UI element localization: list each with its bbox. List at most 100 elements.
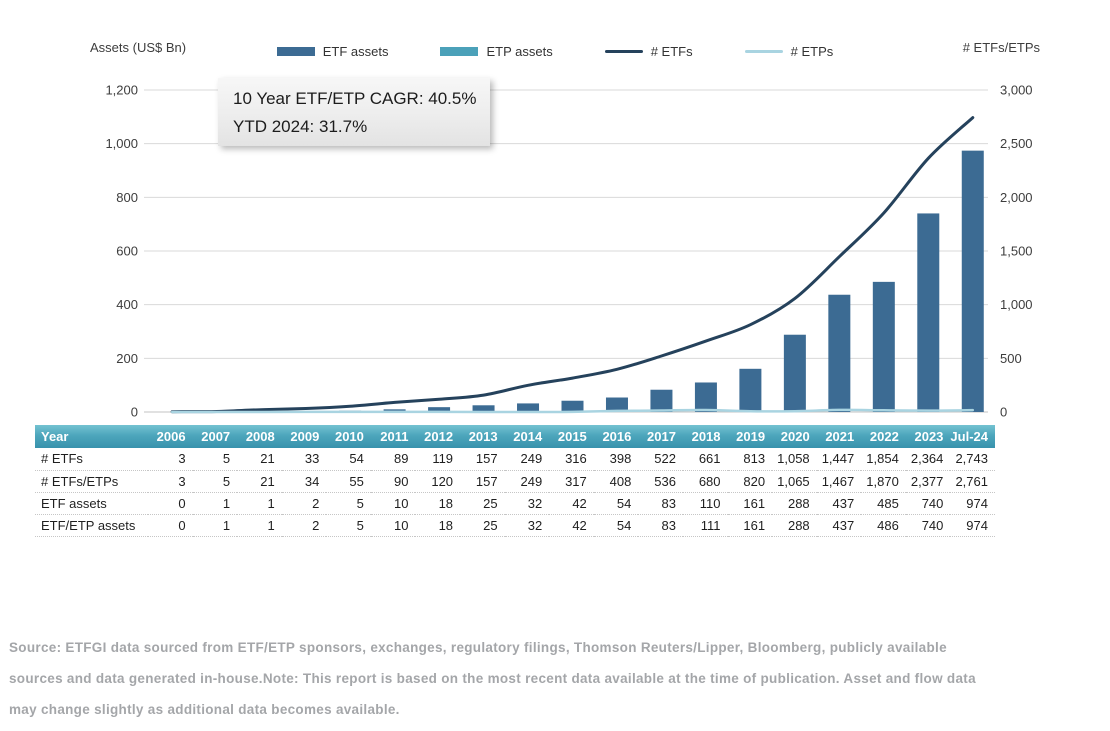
value-cell: 33 — [281, 448, 327, 471]
value-cell: 18 — [415, 492, 461, 515]
source-note: Source: ETFGI data sourced from ETF/ETP … — [9, 632, 976, 725]
value-cell: 813 — [727, 448, 773, 471]
value-cell: 1,065 — [772, 470, 817, 493]
year-column-header: 2017 — [638, 425, 683, 448]
bar-series-etf-assets — [294, 150, 984, 413]
left-axis-tick-label: 1,000 — [105, 136, 138, 151]
value-cell: 2 — [281, 492, 327, 515]
data-table: Year 2006 2007 2008 2009 2010 2011 2012 2013 2014… — [35, 425, 995, 537]
source-note-line: sources and data generated in-house.Note… — [9, 671, 976, 686]
right-axis-tick-label: 500 — [1000, 351, 1022, 366]
value-cell: 974 — [950, 492, 995, 515]
value-cell: 1,854 — [861, 448, 906, 471]
right-axis-title: # ETFs/ETPs — [962, 40, 1040, 55]
value-cell: 42 — [549, 492, 594, 515]
left-axis-tick-label: 0 — [131, 405, 138, 420]
value-cell: 522 — [638, 448, 683, 471]
year-column-header: 2011 — [370, 425, 416, 448]
year-column-header: 2016 — [593, 425, 639, 448]
left-axis-tick-label: 600 — [116, 244, 138, 259]
bar-2013 — [472, 405, 495, 412]
left-axis-tick-label: 400 — [116, 297, 138, 312]
value-cell: 249 — [504, 448, 550, 471]
year-column-header: 2014 — [504, 425, 550, 448]
value-cell: 111 — [682, 514, 728, 537]
bar-2023 — [917, 213, 940, 412]
value-cell: 1,447 — [816, 448, 862, 471]
value-cell: 2,377 — [905, 470, 951, 493]
year-column-header: 2020 — [772, 425, 817, 448]
value-cell: 740 — [905, 492, 951, 515]
value-cell: 1,870 — [861, 470, 906, 493]
value-cell: 680 — [682, 470, 728, 493]
cagr-annotation-line1: 10 Year ETF/ETP CAGR: 40.5% — [233, 89, 477, 108]
left-axis-tick-label: 1,200 — [105, 83, 138, 98]
legend-item-etfs: # ETFs — [604, 44, 693, 59]
value-cell: 32 — [504, 514, 550, 537]
value-cell: 740 — [905, 514, 951, 537]
year-column-header: 2009 — [281, 425, 327, 448]
value-cell: 536 — [638, 470, 683, 493]
value-cell: 0 — [148, 492, 193, 515]
line-swatch-icon — [604, 50, 643, 53]
bar-jul-24 — [961, 150, 984, 413]
value-cell: 3 — [148, 470, 193, 493]
value-cell: 42 — [549, 514, 594, 537]
value-cell: 2 — [281, 514, 327, 537]
value-cell: 316 — [549, 448, 594, 471]
bar-2015 — [561, 400, 584, 412]
left-axis-tick-label: 800 — [116, 190, 138, 205]
value-cell: 161 — [727, 514, 773, 537]
legend-label: # ETPs — [790, 44, 834, 59]
value-cell: 161 — [727, 492, 773, 515]
legend-label: ETP assets — [486, 44, 553, 59]
bar-2012 — [428, 407, 451, 412]
value-cell: 10 — [370, 514, 416, 537]
table-header-row: Year 2006 2007 2008 2009 2010 2011 2012 2013 2014… — [35, 425, 995, 448]
row-label: ETF assets — [35, 492, 148, 515]
row-label: ETF/ETP assets — [35, 514, 148, 537]
year-column-header: 2013 — [460, 425, 505, 448]
value-cell: 10 — [370, 492, 416, 515]
value-cell: 18 — [415, 514, 461, 537]
value-cell: 408 — [593, 470, 639, 493]
right-axis-tick-label: 2,500 — [1000, 136, 1033, 151]
value-cell: 1,467 — [816, 470, 862, 493]
bar-2019 — [739, 368, 762, 412]
value-cell: 55 — [326, 470, 371, 493]
legend-item-etp-assets: ETP assets — [440, 44, 553, 59]
row-label: # ETFs/ETPs — [35, 470, 148, 493]
value-cell: 398 — [593, 448, 639, 471]
value-cell: 83 — [638, 492, 683, 515]
legend-label: # ETFs — [650, 44, 693, 59]
year-column-header: 2008 — [237, 425, 282, 448]
year-column-header: 2007 — [192, 425, 238, 448]
value-cell: 661 — [682, 448, 728, 471]
value-cell: 1,058 — [772, 448, 817, 471]
value-cell: 110 — [682, 492, 728, 515]
bar-2014 — [517, 403, 540, 412]
value-cell: 21 — [237, 470, 282, 493]
year-column-header: 2023 — [905, 425, 951, 448]
bar-swatch-icon — [440, 47, 479, 56]
year-column-header: 2012 — [415, 425, 461, 448]
value-cell: 317 — [549, 470, 594, 493]
value-cell: 2,761 — [950, 470, 995, 493]
row-label: # ETFs — [35, 448, 148, 471]
legend-item-etps: # ETPs — [744, 44, 834, 59]
value-cell: 21 — [237, 448, 282, 471]
year-column-header: 2006 — [148, 425, 193, 448]
value-cell: 54 — [326, 448, 371, 471]
chart-legend: ETF assets ETP assets # ETFs # ETPs — [0, 44, 1110, 59]
source-note-line: Source: ETFGI data sourced from ETF/ETP … — [9, 640, 947, 655]
value-cell: 1 — [192, 514, 238, 537]
etf-growth-chart: 0 200 400 600 800 1,000 1,200 0 500 1,000 1,500 2,0… — [105, 83, 1033, 420]
value-cell: 437 — [816, 492, 862, 515]
table-row: ETF assets 0 1 1 2 5 10 18 25 32 42 54 83 110 161 288 43… — [35, 492, 995, 515]
table-row: # ETFs/ETPs 3 5 21 34 55 90 120 157 249 317 408 536 6… — [35, 470, 995, 493]
bar-2022 — [872, 281, 895, 412]
value-cell: 25 — [460, 514, 505, 537]
bar-2021 — [828, 294, 851, 412]
line-series-etps — [170, 408, 975, 414]
